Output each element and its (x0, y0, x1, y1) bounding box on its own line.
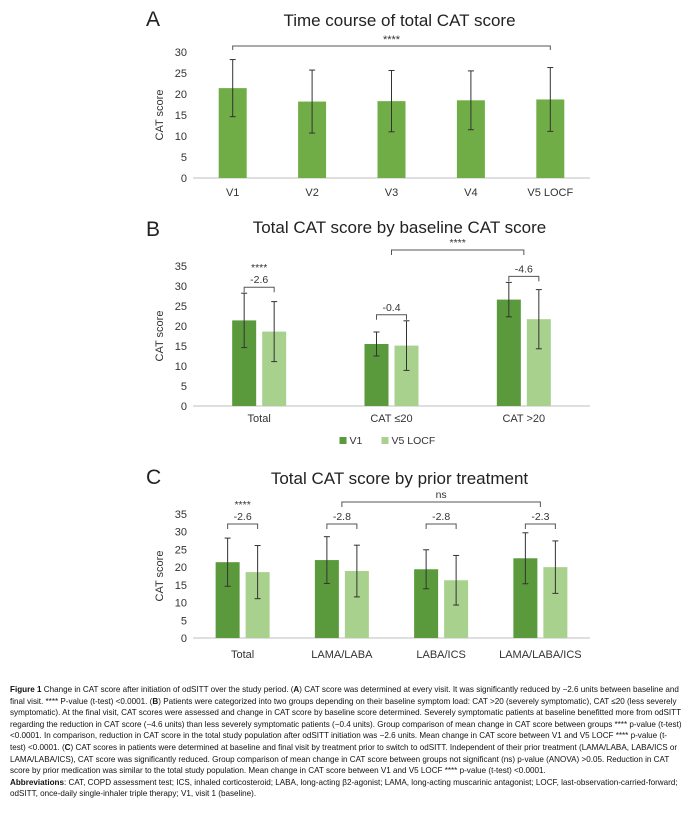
caption-fig-text: Change in CAT score after initiation of … (41, 685, 294, 694)
group-bracket (326, 523, 358, 529)
x-tick-label: Total (248, 413, 271, 425)
x-tick-label: LAMA/LABA/ICS (499, 649, 582, 661)
group-bracket (376, 314, 407, 320)
y-tick-label: 25 (175, 301, 187, 313)
caption-a-text: ) CAT score was determined at every visi… (10, 685, 679, 706)
significance-bracket (232, 45, 551, 50)
group-diff-label: -4.6 (515, 263, 533, 275)
y-tick-label: 5 (181, 152, 187, 164)
y-tick-label: 10 (175, 131, 187, 143)
chart-title: Total CAT score by baseline CAT score (253, 218, 547, 237)
y-axis-label: CAT score (154, 311, 166, 362)
x-tick-label: CAT ≤20 (370, 413, 412, 425)
legend-label: V1 (350, 435, 363, 447)
caption-abbreviations: Abbreviations: CAT, COPD assessment test… (10, 777, 682, 800)
caption-main: Figure 1 Change in CAT score after initi… (10, 684, 682, 777)
y-tick-label: 35 (175, 509, 187, 521)
chart-title: Total CAT score by prior treatment (271, 469, 529, 488)
figure-caption: Figure 1 Change in CAT score after initi… (10, 684, 682, 800)
chart-c: Total CAT score by prior treatment CAT sc… (154, 469, 590, 661)
y-tick-label: 0 (181, 633, 187, 645)
legend-swatch (339, 437, 347, 444)
y-tick-label: 15 (175, 341, 187, 353)
y-tick-label: 35 (175, 261, 187, 273)
chart-b: Total CAT score by baseline CAT score CAT… (154, 218, 590, 447)
panel-b: B Total CAT score by baseline CAT score C… (0, 212, 691, 464)
caption-a-label: A (293, 685, 300, 694)
x-tick-label: V1 (226, 187, 239, 199)
y-tick-label: 30 (175, 47, 187, 59)
group-bracket (508, 275, 540, 282)
group-bracket (425, 523, 457, 529)
panel-b-letter: B (146, 218, 161, 241)
y-tick-label: 5 (181, 381, 187, 393)
y-tick-label: 20 (175, 562, 187, 574)
y-axis-label: CAT score (154, 551, 166, 602)
between-groups-bracket (341, 501, 541, 507)
chart-title: Time course of total CAT score (283, 11, 515, 30)
legend-label: V5 LOCF (392, 435, 436, 447)
group-bracket (524, 523, 556, 529)
y-tick-label: 10 (175, 598, 187, 610)
panel-c: C Total CAT score by prior treatment CAT … (0, 464, 691, 682)
y-tick-label: 0 (181, 401, 187, 413)
panel-a: A Time course of total CAT score CAT scor… (0, 0, 691, 212)
x-tick-label: V2 (305, 187, 318, 199)
y-tick-label: 30 (175, 527, 187, 539)
x-tick-label: CAT >20 (502, 413, 545, 425)
caption-abbr-label: Abbreviations (10, 777, 64, 787)
group-diff-label: -0.4 (382, 302, 400, 314)
caption-b-label: B (152, 696, 159, 706)
x-tick-label: Total (231, 649, 254, 661)
y-tick-label: 20 (175, 321, 187, 333)
legend-swatch (381, 437, 389, 444)
x-tick-label: V3 (385, 187, 398, 199)
bar-v1 (496, 299, 521, 406)
y-tick-label: 5 (181, 615, 187, 627)
chart-a: Time course of total CAT score CAT score 0… (154, 11, 590, 199)
between-groups-label: ns (436, 489, 447, 501)
y-tick-label: 25 (175, 544, 187, 556)
caption-b-text: ) Patients were categorized into two gro… (10, 696, 682, 752)
y-tick-label: 15 (175, 580, 187, 592)
between-groups-label: **** (449, 237, 465, 249)
group-diff-label: -2.6 (250, 274, 268, 286)
y-tick-label: 30 (175, 281, 187, 293)
significance-label: **** (383, 34, 401, 46)
group-stars-label: **** (234, 499, 250, 511)
x-tick-label: V5 LOCF (527, 187, 573, 199)
panel-c-letter: C (146, 466, 162, 489)
caption-abbr-text: : CAT, COPD assessment test; ICS, inhale… (10, 777, 678, 799)
y-axis-label: CAT score (154, 90, 166, 141)
caption-c-label: C (64, 742, 71, 752)
x-tick-label: LABA/ICS (416, 649, 466, 661)
y-tick-label: 0 (181, 173, 187, 185)
group-diff-label: -2.6 (234, 511, 252, 523)
y-tick-label: 10 (175, 361, 187, 373)
y-tick-label: 20 (175, 89, 187, 101)
group-diff-label: -2.8 (432, 511, 450, 523)
caption-fig-label: Figure 1 (10, 685, 42, 694)
x-tick-label: V4 (464, 187, 477, 199)
y-tick-label: 25 (175, 68, 187, 80)
group-diff-label: -2.3 (531, 511, 549, 523)
x-tick-label: LAMA/LABA (311, 649, 373, 661)
group-bracket (227, 523, 259, 529)
group-diff-label: -2.8 (333, 511, 351, 523)
panel-a-letter: A (146, 8, 161, 31)
y-tick-label: 15 (175, 110, 187, 122)
between-groups-bracket (391, 249, 525, 255)
caption-c-text: ) CAT scores in patients were determined… (10, 742, 678, 776)
group-bracket (243, 286, 275, 293)
group-stars-label: **** (251, 262, 267, 274)
